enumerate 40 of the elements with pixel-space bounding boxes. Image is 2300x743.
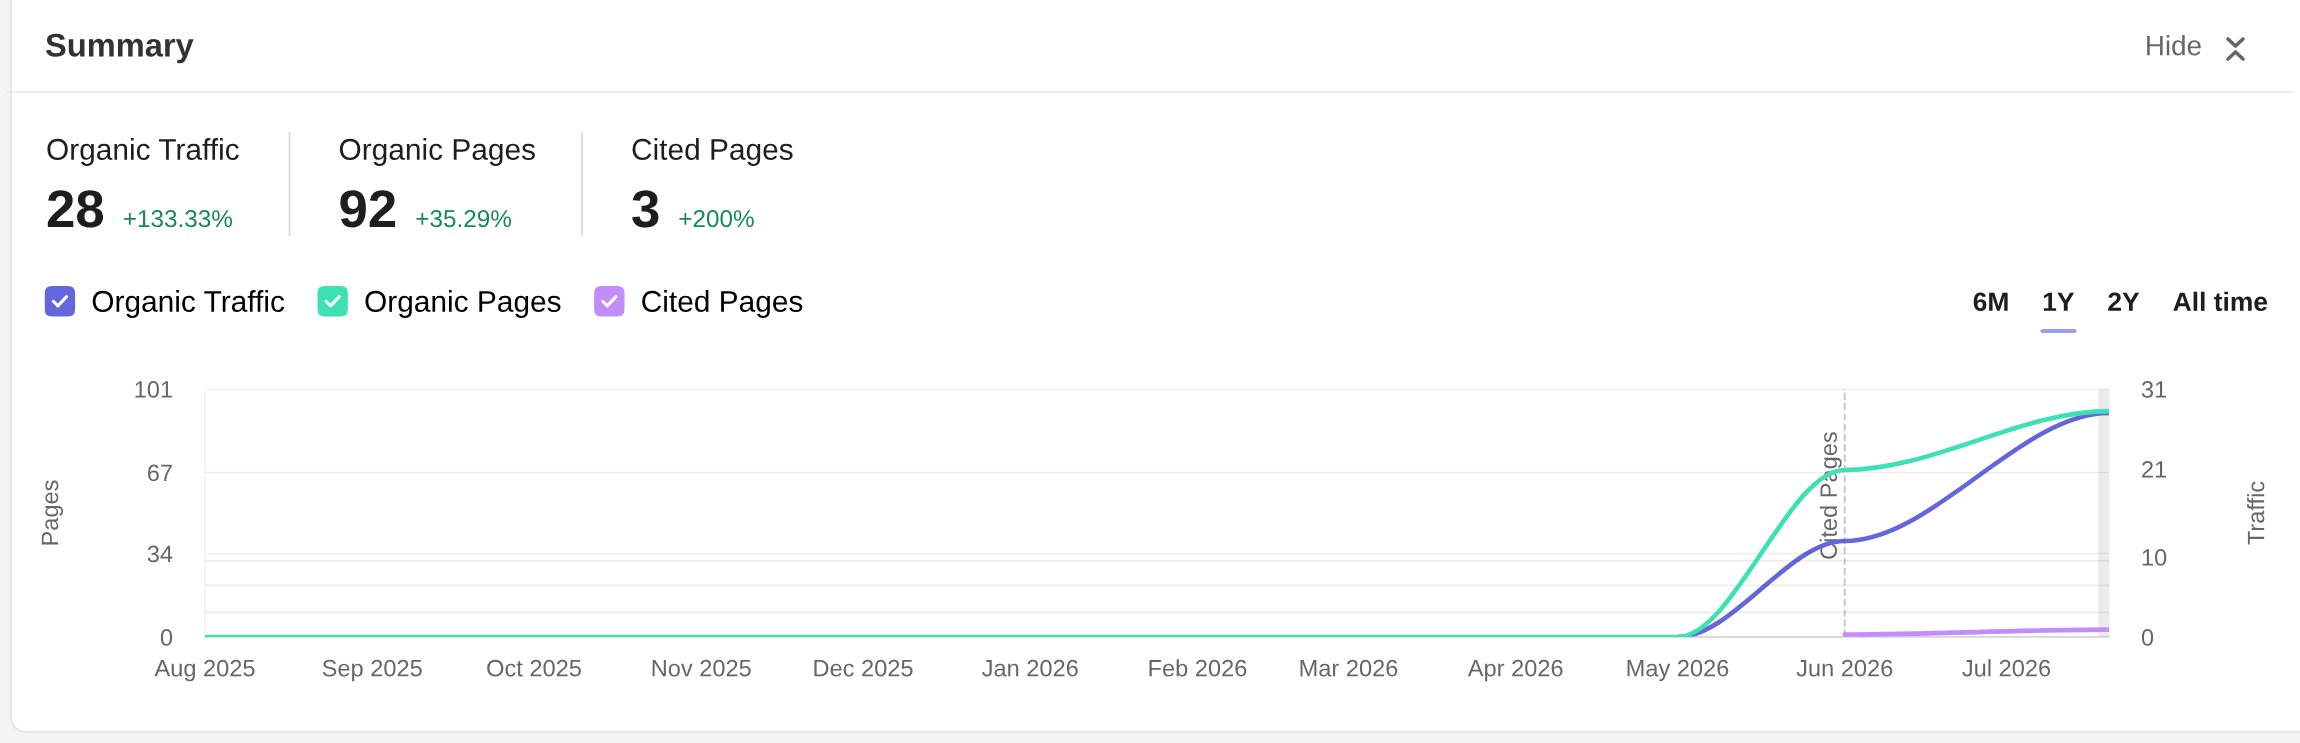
x-tick-label: Nov 2025 (652, 659, 751, 677)
y-tick-label: 101 (135, 381, 172, 398)
y2-tick-label: 21 (2142, 461, 2167, 478)
data-label: 3 (632, 190, 659, 228)
text: 6M (1973, 292, 2008, 312)
text: +200% (679, 210, 754, 228)
y-tick-label: 34 (147, 545, 173, 563)
x-tick-label: May 2026 (1627, 659, 1729, 682)
text: Hide (2147, 35, 2201, 56)
text: All time (2173, 291, 2268, 312)
data-label: 92 (340, 190, 396, 228)
text: Summary (45, 33, 194, 64)
legend-label: Organic Pages (365, 290, 561, 318)
text: 2Y (2108, 292, 2140, 311)
x-tick-label: Feb 2026 (1149, 659, 1247, 677)
y-axis-title: Pages (41, 480, 63, 545)
text: +35.29% (416, 210, 512, 228)
x-tick-label: Apr 2026 (1467, 659, 1563, 682)
category-label: Cited Pages (632, 138, 793, 166)
x-tick-label: Mar 2026 (1300, 659, 1398, 677)
x-tick-label: Jun 2026 (1796, 659, 1893, 677)
category-label: Organic Traffic (47, 138, 239, 166)
y2-tick-label: 0 (2141, 629, 2154, 646)
x-tick-label: Jul 2026 (1962, 659, 2051, 677)
y2-tick-label: 10 (2142, 549, 2167, 566)
x-tick-label: Dec 2025 (814, 659, 913, 677)
y-tick-label: 0 (160, 629, 173, 646)
x-tick-label: Oct 2025 (487, 659, 581, 677)
x-tick-label: Sep 2025 (322, 659, 422, 682)
x-tick-label: Aug 2025 (154, 659, 255, 682)
legend-label: Cited Pages (642, 290, 803, 318)
y-tick-label: 67 (147, 464, 172, 482)
data-label: 28 (47, 190, 104, 228)
x-tick-label: Jan 2026 (982, 659, 1078, 677)
text: 1Y (2043, 292, 2075, 311)
y2-tick-label: 31 (2141, 381, 2167, 398)
category-label: Organic Pages (339, 138, 535, 166)
text: +133.33% (123, 210, 233, 228)
y2-axis-title: Traffic (2247, 481, 2265, 545)
legend-label: Organic Traffic (92, 290, 285, 318)
